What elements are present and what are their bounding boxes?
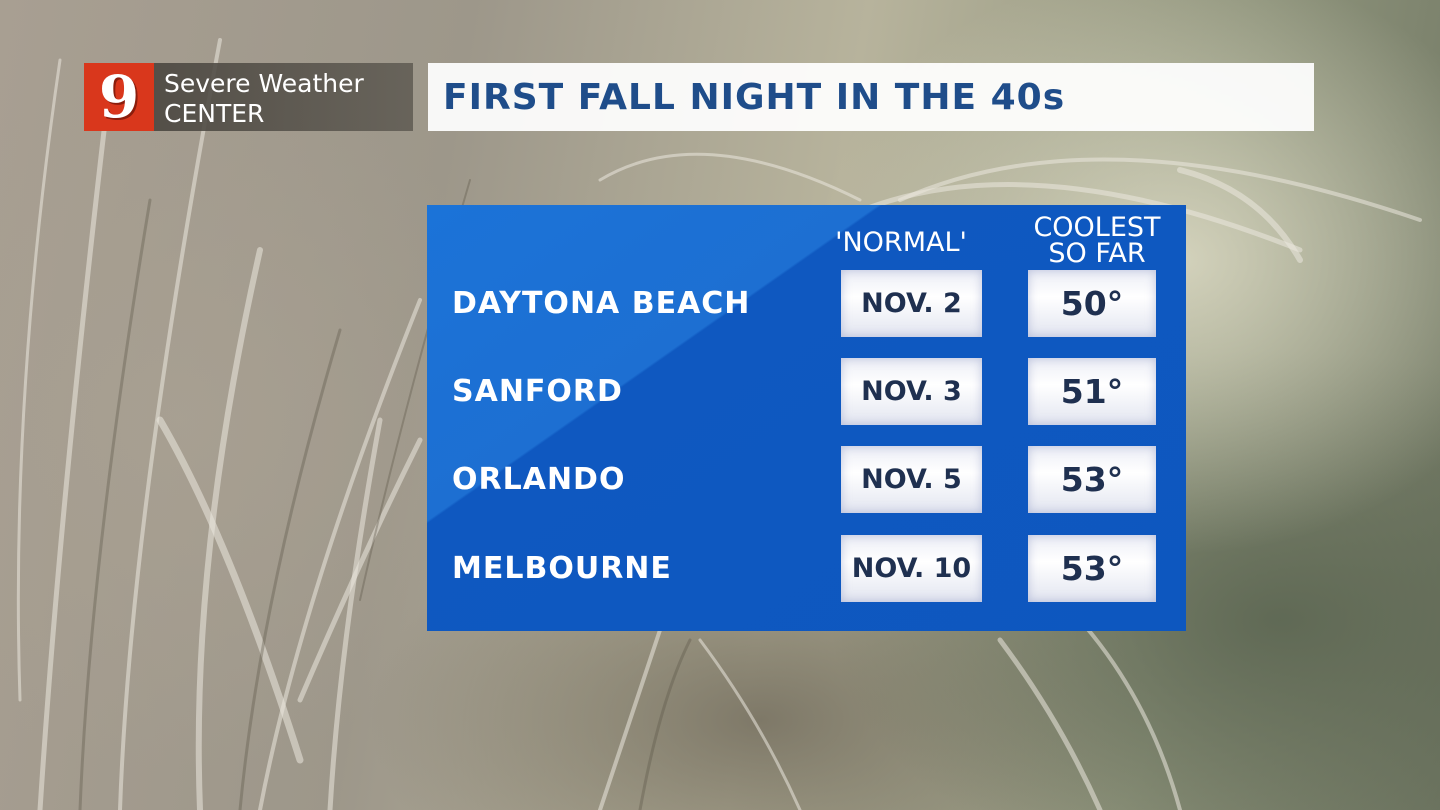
normal-date-box: NOV. 10 <box>841 535 982 602</box>
city-name: DAYTONA BEACH <box>452 286 751 321</box>
header-coolest: COOLEST SO FAR <box>1012 212 1182 269</box>
header-normal: 'NORMAL' <box>835 227 967 258</box>
normal-date-box: NOV. 3 <box>841 358 982 425</box>
coolest-temp-box: 53° <box>1028 446 1156 513</box>
city-name: ORLANDO <box>452 462 626 497</box>
normal-date-box: NOV. 2 <box>841 270 982 337</box>
coolest-temp-box: 53° <box>1028 535 1156 602</box>
city-name: SANFORD <box>452 374 623 409</box>
channel-number: 9 <box>98 63 140 131</box>
coolest-temp-box: 50° <box>1028 270 1156 337</box>
title-bar: FIRST FALL NIGHT IN THE 40s <box>428 63 1314 131</box>
logo-line-2: CENTER <box>164 99 265 128</box>
city-name: MELBOURNE <box>452 551 672 586</box>
station-logo: 9 Severe Weather CENTER <box>84 63 413 131</box>
logo-line-1: Severe Weather <box>164 69 364 98</box>
channel-9-logo-mark: 9 <box>84 63 154 131</box>
page-title: FIRST FALL NIGHT IN THE 40s <box>443 76 1066 118</box>
header-coolest-text: COOLEST SO FAR <box>1033 212 1161 269</box>
temperature-table-panel: 'NORMAL' COOLEST SO FAR DAYTONA BEACH NO… <box>427 205 1186 631</box>
normal-date-box: NOV. 5 <box>841 446 982 513</box>
coolest-temp-box: 51° <box>1028 358 1156 425</box>
